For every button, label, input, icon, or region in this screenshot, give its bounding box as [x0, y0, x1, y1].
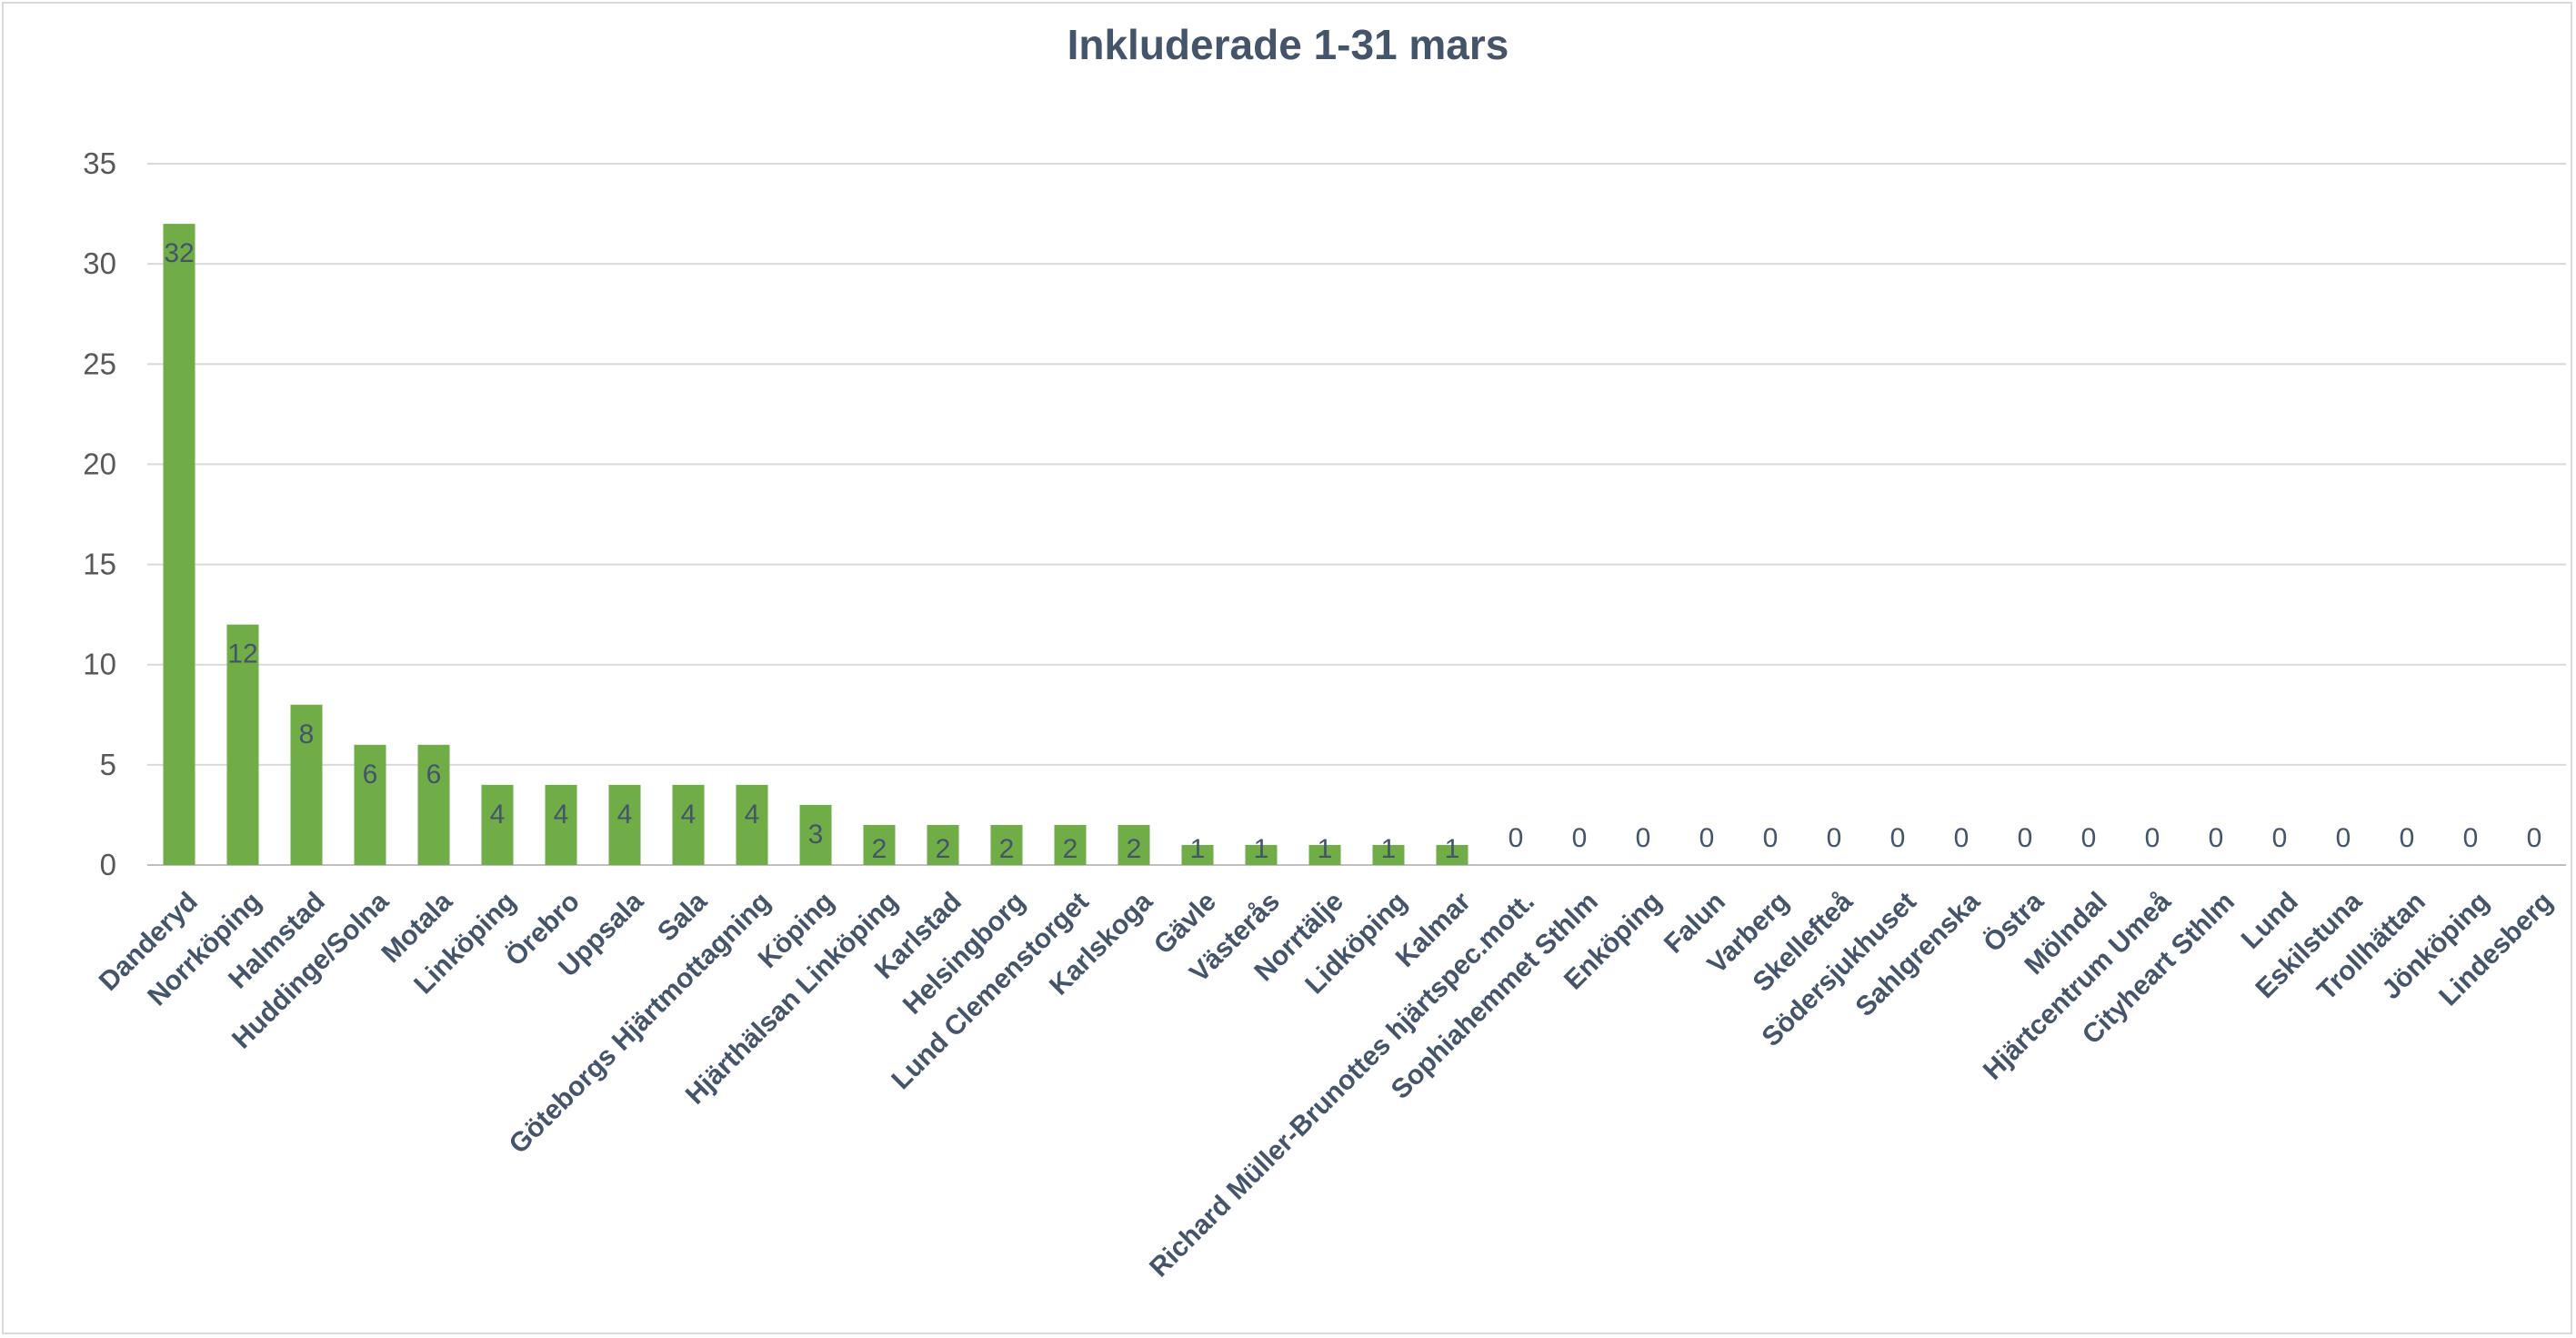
y-tick-label: 10 — [83, 648, 116, 681]
data-label: 4 — [681, 800, 697, 830]
y-tick-label: 20 — [83, 447, 116, 480]
data-label: 32 — [164, 238, 194, 268]
data-label: 0 — [2400, 823, 2415, 853]
data-label: 2 — [999, 834, 1015, 864]
bar — [672, 784, 705, 865]
y-tick-label: 25 — [83, 347, 116, 380]
y-axis-ticks: 0 5 10 15 20 25 30 35 — [83, 146, 116, 881]
bar — [1372, 844, 1405, 865]
data-label: 0 — [1763, 823, 1779, 853]
bar — [1245, 844, 1278, 865]
bar — [163, 224, 195, 866]
data-label: 0 — [1572, 823, 1588, 853]
data-label: 2 — [1127, 834, 1142, 864]
bar — [1118, 824, 1150, 865]
data-label: 0 — [1699, 823, 1715, 853]
data-label: 0 — [2018, 823, 2033, 853]
y-tick-label: 30 — [83, 246, 116, 280]
bar — [799, 804, 832, 865]
data-label: 8 — [299, 719, 315, 749]
bar — [1181, 844, 1214, 865]
data-label: 4 — [490, 800, 506, 830]
data-label: 6 — [363, 760, 378, 790]
data-label: 4 — [554, 800, 569, 830]
bar — [1308, 844, 1341, 865]
data-label: 2 — [1063, 834, 1078, 864]
bar — [481, 784, 514, 865]
data-label: 1 — [1254, 834, 1269, 864]
data-label: 3 — [808, 820, 824, 850]
data-label: 0 — [2463, 823, 2479, 853]
data-label: 0 — [2209, 823, 2224, 853]
data-label: 4 — [745, 800, 760, 830]
bar — [736, 784, 768, 865]
data-label: 0 — [1636, 823, 1651, 853]
y-tick-label: 0 — [100, 848, 116, 881]
bar — [545, 784, 577, 865]
data-label: 1 — [1445, 834, 1460, 864]
data-label: 0 — [1890, 823, 1906, 853]
data-label: 2 — [872, 834, 887, 864]
bar — [417, 744, 450, 865]
data-label: 1 — [1381, 834, 1397, 864]
bar — [990, 824, 1023, 865]
chart-title: Inkluderade 1-31 mars — [1067, 21, 1509, 68]
x-axis-categories: DanderydNorrköpingHalmstadHuddinge/Solna… — [94, 886, 2559, 1283]
bar — [1054, 824, 1087, 865]
data-label: 4 — [617, 800, 633, 830]
bar — [927, 824, 959, 865]
data-label: 0 — [1954, 823, 1970, 853]
data-label: 1 — [1318, 834, 1333, 864]
data-label: 0 — [2272, 823, 2288, 853]
y-tick-label: 5 — [100, 748, 116, 781]
data-label: 0 — [2336, 823, 2351, 853]
data-label: 0 — [2145, 823, 2160, 853]
data-label: 1 — [1190, 834, 1206, 864]
bar — [354, 744, 386, 865]
data-label: 6 — [426, 760, 442, 790]
data-label: 2 — [936, 834, 951, 864]
bar — [1436, 844, 1468, 865]
data-label: 0 — [1509, 823, 1524, 853]
data-label: 0 — [1827, 823, 1842, 853]
data-label: 0 — [2081, 823, 2097, 853]
data-label: 0 — [2527, 823, 2542, 853]
bar — [290, 704, 323, 865]
gridlines — [147, 163, 2566, 866]
y-tick-label: 35 — [83, 146, 116, 180]
bar — [863, 824, 896, 865]
data-label: 12 — [227, 639, 257, 669]
y-tick-label: 15 — [83, 548, 116, 581]
bar — [226, 624, 259, 865]
bars — [163, 224, 1468, 866]
bar — [608, 784, 641, 865]
